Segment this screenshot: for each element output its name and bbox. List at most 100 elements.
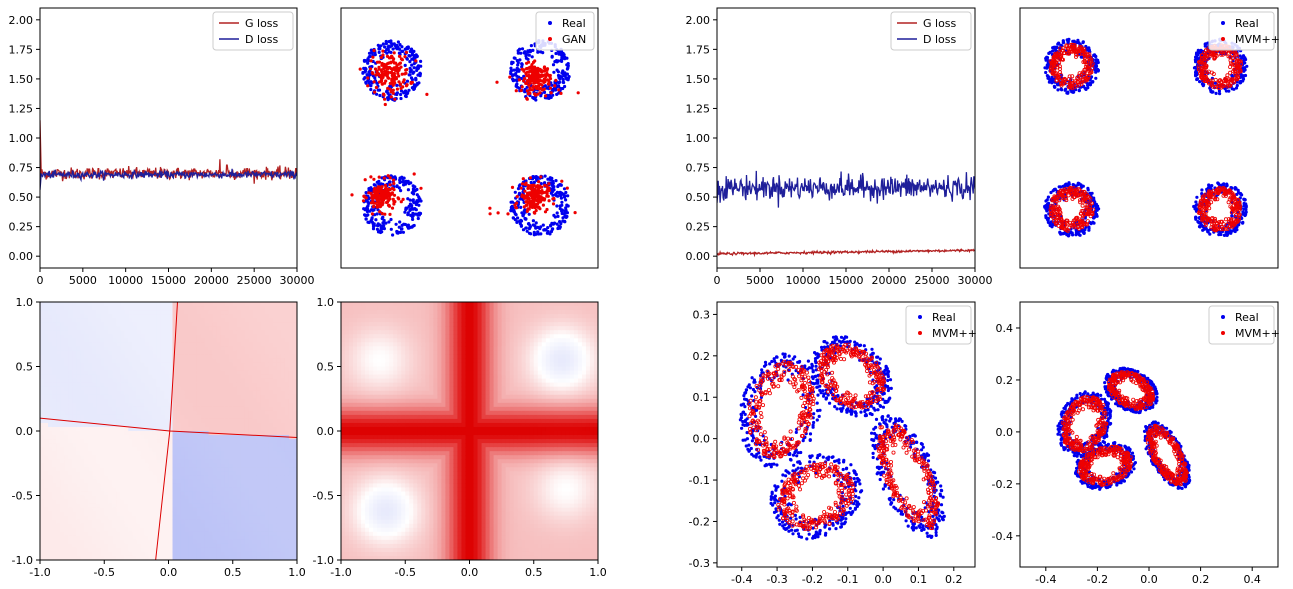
- heatmap-cell: [60, 439, 65, 444]
- data-point: [405, 180, 409, 184]
- heatmap-cell: [136, 366, 141, 372]
- heatmap-cell: [128, 350, 133, 356]
- heatmap-cell: [148, 471, 154, 476]
- heatmap-cell: [240, 515, 246, 521]
- data-point: [370, 216, 374, 220]
- heatmap-cell: [100, 422, 105, 428]
- heatmap-cell: [192, 394, 198, 400]
- heatmap-cell: [84, 491, 89, 497]
- data-point: [409, 81, 413, 85]
- heatmap-cell: [176, 422, 182, 428]
- heatmap-cell: [212, 398, 218, 404]
- heatmap-cell: [48, 515, 53, 521]
- heatmap-cell: [204, 523, 210, 529]
- heatmap-cell: [40, 451, 45, 456]
- heatmap-cell: [240, 519, 246, 525]
- heatmap-cell: [140, 467, 146, 472]
- heatmap-cell: [244, 471, 250, 476]
- heatmap-cell: [244, 435, 250, 440]
- heatmap-cell: [228, 499, 234, 505]
- heatmap-cell: [48, 350, 53, 356]
- heatmap-cell: [120, 463, 125, 468]
- heatmap-cell: [140, 306, 146, 311]
- heatmap-cell: [228, 519, 234, 525]
- heatmap-cell: [96, 302, 101, 307]
- heatmap-cell: [64, 342, 69, 347]
- heatmap-cell: [108, 511, 113, 517]
- heatmap-cell: [120, 306, 125, 311]
- heatmap-cell: [84, 495, 89, 501]
- heatmap-cell: [144, 374, 150, 380]
- heatmap-cell: [120, 467, 125, 472]
- data-point: [364, 67, 368, 71]
- heatmap-cell: [200, 443, 206, 448]
- heatmap-cell: [192, 443, 198, 448]
- heatmap-cell: [64, 547, 69, 553]
- heatmap-cell: [112, 302, 117, 307]
- heatmap-cell: [92, 535, 97, 541]
- heatmap-cell: [124, 535, 129, 541]
- data-point: [515, 59, 519, 63]
- heatmap-cell: [244, 543, 250, 549]
- heatmap-cell: [80, 374, 85, 380]
- data-point: [533, 211, 537, 215]
- heatmap-cell: [200, 314, 206, 319]
- heatmap-cell: [184, 370, 190, 376]
- legend-label: GAN: [562, 33, 586, 46]
- heatmap-cell: [128, 531, 133, 537]
- data-point: [529, 193, 533, 197]
- heatmap-cell: [120, 402, 125, 408]
- heatmap-cell: [188, 422, 194, 428]
- heatmap-cell: [104, 523, 109, 529]
- heatmap-cell: [60, 471, 65, 476]
- heatmap-cell: [96, 447, 101, 452]
- heatmap-cell: [176, 443, 182, 448]
- heatmap-cell: [184, 487, 190, 493]
- heatmap-cell: [48, 306, 53, 311]
- heatmap-cell: [76, 426, 81, 432]
- heatmap-cell: [168, 382, 174, 388]
- heatmap-cell: [140, 418, 146, 424]
- heatmap-cell: [136, 443, 141, 448]
- heatmap-cell: [48, 414, 53, 420]
- data-point: [379, 193, 383, 197]
- data-point: [385, 62, 389, 66]
- heatmap-cell: [228, 439, 234, 444]
- heatmap-cell: [204, 346, 210, 351]
- heatmap-cell: [220, 310, 226, 315]
- heatmap-cell: [204, 334, 210, 339]
- heatmap-cell: [108, 342, 113, 347]
- heatmap-cell: [48, 410, 53, 416]
- heatmap-cell: [84, 463, 89, 468]
- heatmap-cell: [212, 350, 218, 356]
- heatmap-cell: [40, 543, 45, 549]
- heatmap-cell: [76, 459, 81, 464]
- heatmap-cell: [120, 354, 125, 360]
- heatmap-cell: [188, 362, 194, 368]
- heatmap-cell: [164, 306, 170, 311]
- heatmap-cell: [200, 491, 206, 497]
- heatmap-cell: [96, 374, 101, 380]
- heatmap-cell: [60, 503, 65, 509]
- heatmap-cell: [116, 354, 121, 360]
- data-point: [366, 84, 370, 88]
- data-point: [543, 78, 547, 82]
- heatmap-cell: [136, 378, 141, 384]
- data-point: [563, 220, 567, 224]
- heatmap-cell: [56, 531, 61, 537]
- heatmap-cell: [160, 475, 166, 480]
- heatmap-cell: [220, 406, 226, 412]
- heatmap-cell: [72, 531, 77, 537]
- heatmap-cell: [220, 330, 226, 335]
- heatmap-cell: [208, 370, 214, 376]
- data-point: [539, 198, 543, 202]
- heatmap-cell: [52, 354, 57, 360]
- heatmap-cell: [44, 463, 49, 468]
- heatmap-cell: [204, 551, 210, 557]
- heatmap-cell: [140, 314, 146, 319]
- heatmap-cell: [244, 406, 250, 412]
- y-tick-label: 2.00: [9, 14, 34, 27]
- heatmap-cell: [124, 338, 129, 343]
- heatmap-cell: [56, 426, 61, 432]
